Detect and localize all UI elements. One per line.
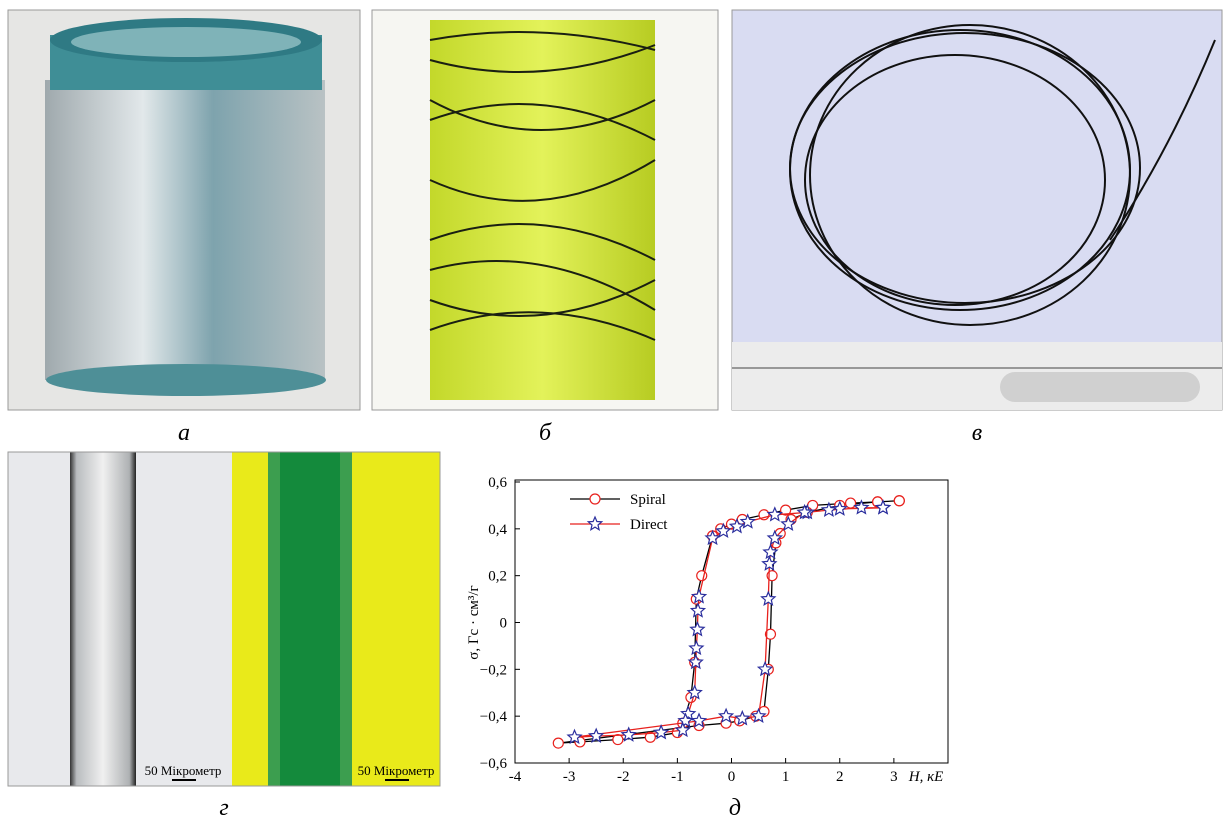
series-line: [575, 508, 884, 737]
data-point: [691, 623, 704, 636]
panel-label: а: [178, 420, 190, 446]
x-tick-label: -3: [563, 769, 576, 785]
y-axis-label: σ, Гс · см³/г: [466, 585, 482, 659]
data-point: [553, 738, 563, 748]
panel-label: б: [539, 420, 552, 446]
y-tick-label: 0,4: [488, 522, 507, 538]
legend-marker: [590, 494, 600, 504]
x-tick-label: -1: [671, 769, 684, 785]
data-point: [894, 496, 904, 506]
y-tick-label: 0,6: [488, 475, 507, 491]
data-point: [690, 641, 703, 654]
y-tick-label: 0,2: [488, 569, 507, 585]
legend-label: Spiral: [630, 492, 666, 508]
x-tick-label: 3: [890, 769, 898, 785]
panel-label: в: [972, 420, 982, 446]
legend-entry: Spiral: [570, 492, 666, 508]
chart: -4 -3 -2 -1 0 1 2 3 −0,6 −0,4 −0,2 0 0,2 0,4 0,6 H, кЕ σ…: [466, 475, 948, 785]
panel-label: д: [729, 795, 741, 821]
y-tick-label: −0,4: [480, 709, 508, 725]
y-tick-label: 0: [500, 616, 508, 632]
scale-label: 50 Мікрометр: [358, 763, 435, 778]
x-tick-label: 2: [836, 769, 844, 785]
figure: 50 Мікрометр 50 Мікрометр а б в г д -4 -3…: [0, 0, 1223, 821]
page: {"panels": {"labels": ["а", "б", "в", "г…: [0, 0, 1223, 821]
data-point: [719, 709, 732, 722]
y-tick-label: −0,6: [480, 756, 508, 772]
panel-label: г: [219, 795, 228, 821]
y-tick-label: −0,2: [480, 662, 507, 678]
legend-label: Direct: [630, 517, 668, 533]
photo-g: 50 Мікрометр 50 Мікрометр: [8, 452, 440, 786]
x-tick-label: -2: [617, 769, 630, 785]
legend-entry: Direct: [570, 517, 668, 533]
x-axis-label: H, кЕ: [908, 769, 944, 785]
photo-a: [8, 10, 360, 410]
data-point: [768, 508, 781, 521]
data-point: [590, 729, 603, 742]
x-tick-label: -4: [509, 769, 522, 785]
data-point: [691, 604, 704, 617]
data-point: [613, 735, 623, 745]
legend-marker: [588, 517, 601, 530]
x-tick-label: 1: [782, 769, 790, 785]
x-tick-label: 0: [728, 769, 736, 785]
photo-b: [372, 10, 718, 410]
scale-label: 50 Мікрометр: [145, 763, 222, 778]
data-point: [762, 592, 775, 605]
photo-c: [732, 10, 1222, 410]
series-line: [558, 501, 899, 743]
